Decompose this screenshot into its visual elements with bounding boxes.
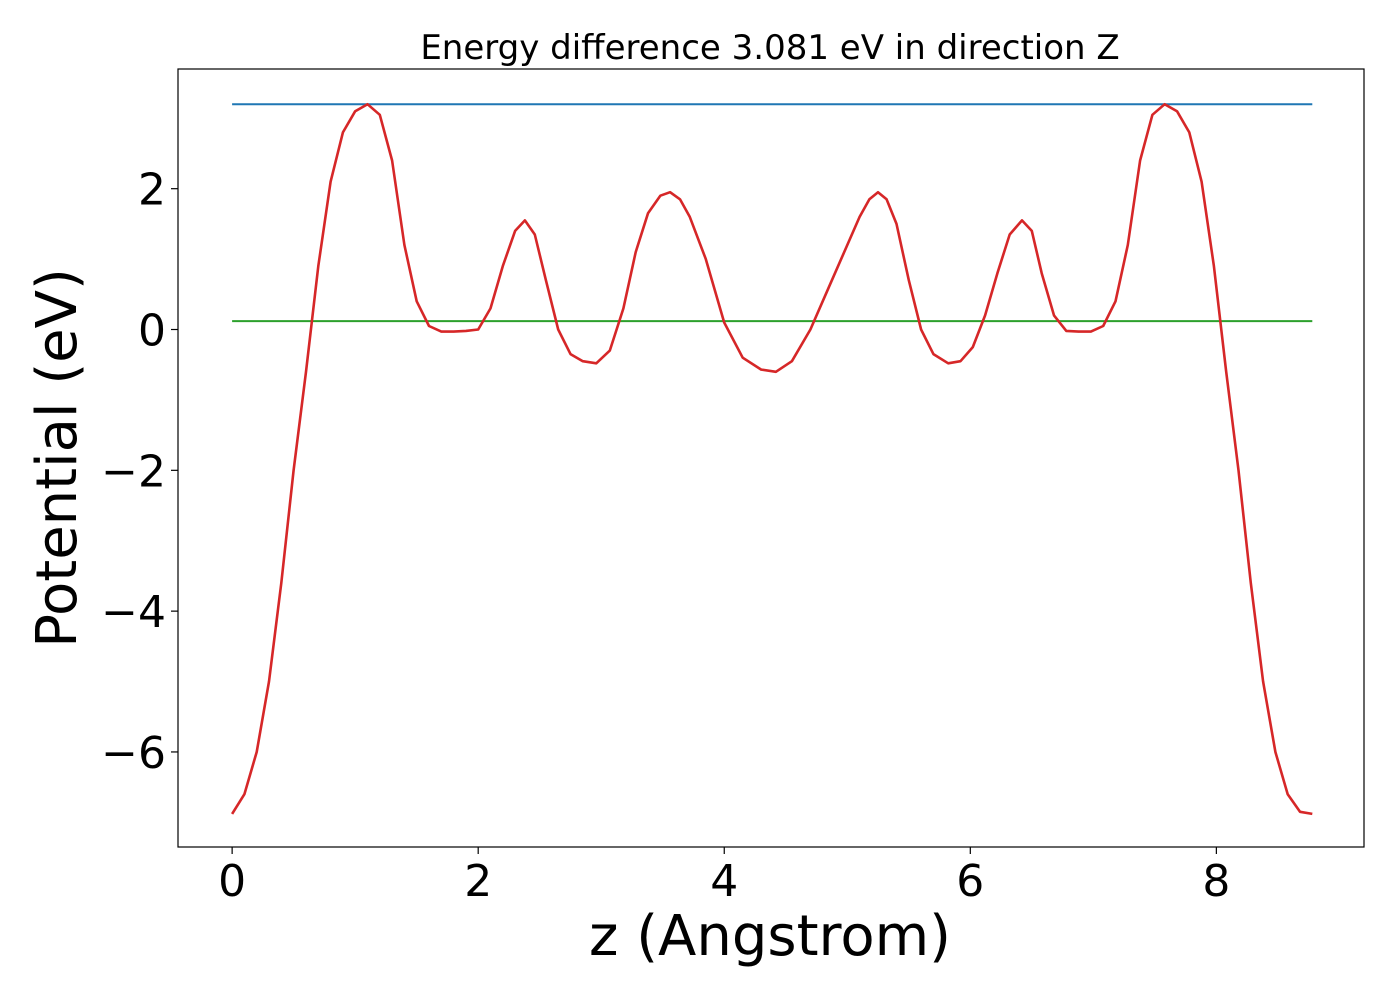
x-axis-ticks: 0 2 4 6 8: [218, 847, 1230, 907]
plot-frame: [177, 68, 1365, 848]
series-line-2: [230, 102, 1313, 816]
x-tick-label: 0: [218, 856, 246, 907]
y-tick-label: 2: [138, 165, 166, 216]
x-tick-label: 4: [710, 856, 738, 907]
x-tick-label: 2: [464, 856, 492, 907]
chart-title: Energy difference 3.081 eV in direction …: [420, 28, 1119, 68]
x-axis-label: z (Angstrom): [589, 904, 951, 969]
y-axis-ticks: 2 0 −2 −4 −6: [101, 165, 178, 779]
series-layer: [230, 102, 1313, 816]
x-tick-label: 6: [956, 856, 984, 907]
y-tick-label: −2: [101, 446, 166, 497]
y-tick-label: −6: [101, 728, 166, 779]
y-axis-label: Potential (eV): [25, 268, 90, 648]
x-tick-label: 8: [1202, 856, 1230, 907]
y-tick-label: −4: [101, 587, 166, 638]
y-tick-label: 0: [138, 306, 166, 357]
